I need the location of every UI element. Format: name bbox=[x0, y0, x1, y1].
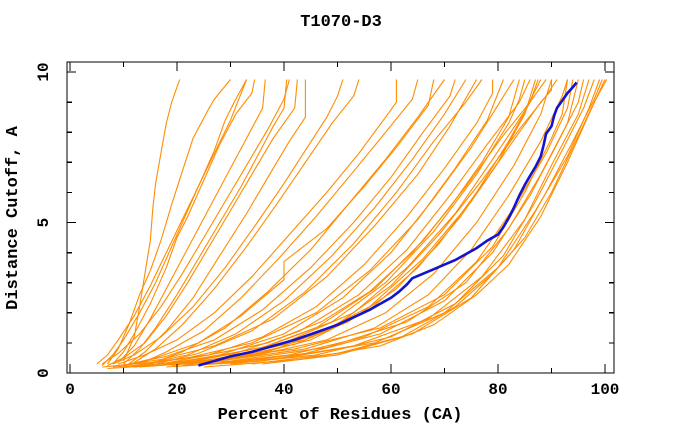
y-tick-label: 10 bbox=[35, 62, 53, 81]
model-curve bbox=[96, 79, 248, 365]
plot-frame bbox=[66, 61, 615, 374]
x-axis-title: Percent of Residues (CA) bbox=[218, 406, 463, 425]
model-curve bbox=[123, 79, 435, 367]
model-curve bbox=[107, 79, 298, 366]
model-curve bbox=[219, 79, 585, 365]
model-curve bbox=[155, 79, 483, 365]
model-curve bbox=[187, 79, 547, 365]
model-curve bbox=[203, 79, 606, 368]
x-tick-label: 20 bbox=[167, 381, 186, 399]
model-curves-layer bbox=[96, 79, 608, 370]
y-axis-title: Distance Cutoff, A bbox=[4, 125, 23, 309]
model-curve bbox=[144, 79, 467, 365]
y-tick-label: 0 bbox=[35, 368, 53, 378]
x-tick-label: 100 bbox=[591, 381, 620, 399]
model-curve bbox=[128, 79, 456, 365]
model-curve bbox=[123, 79, 288, 365]
model-curve bbox=[118, 79, 397, 365]
model-curve bbox=[176, 79, 531, 365]
axes-frame-layer bbox=[66, 61, 615, 374]
model-curve bbox=[112, 79, 344, 365]
model-curve bbox=[128, 79, 306, 365]
model-curve bbox=[150, 79, 445, 365]
model-curve bbox=[171, 79, 539, 367]
model-curve bbox=[198, 79, 558, 365]
model-curve bbox=[112, 79, 569, 368]
x-tick-label: 60 bbox=[381, 381, 400, 399]
model-curve bbox=[118, 79, 478, 367]
model-curve bbox=[182, 79, 537, 367]
model-curve bbox=[262, 79, 608, 365]
y-tick-label: 5 bbox=[35, 218, 53, 228]
tick-labels-layer: 0 20 40 60 80 100 0 5 10 bbox=[35, 62, 619, 399]
model-curve bbox=[133, 79, 360, 363]
x-tick-label: 80 bbox=[488, 381, 507, 399]
x-tick-label: 40 bbox=[274, 381, 293, 399]
x-tick-label: 0 bbox=[65, 381, 75, 399]
model-curve bbox=[107, 79, 231, 365]
model-curve bbox=[160, 79, 494, 365]
model-curve bbox=[139, 79, 569, 368]
model-curve bbox=[134, 79, 504, 367]
model-curve bbox=[101, 79, 290, 365]
chart-title: T1070-D3 bbox=[300, 13, 382, 32]
model-curve bbox=[112, 79, 256, 365]
model-curve bbox=[144, 79, 542, 367]
model-curve bbox=[101, 79, 248, 366]
model-curve bbox=[139, 79, 419, 365]
highlighted-model-curve bbox=[198, 81, 578, 367]
